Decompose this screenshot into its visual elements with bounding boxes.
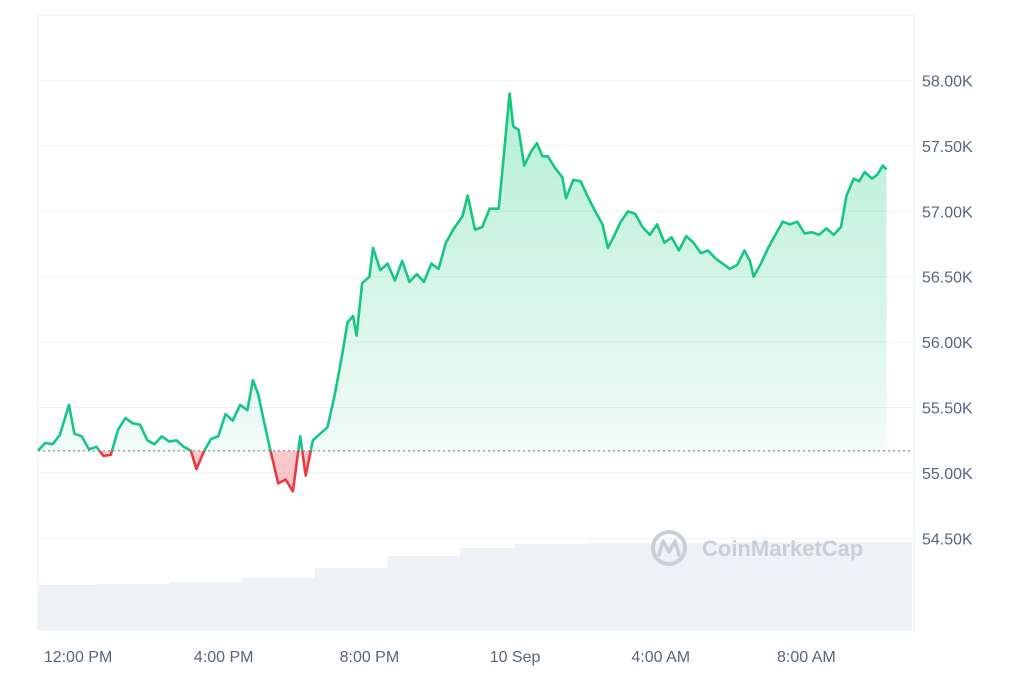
y-tick-label: 55.50K: [922, 401, 973, 418]
x-tick-label: 12:00 PM: [44, 649, 112, 666]
volume-fill: [38, 540, 912, 630]
x-tick-label: 8:00 AM: [777, 649, 836, 666]
price-area-up: [38, 93, 887, 451]
y-tick-label: 57.50K: [922, 139, 973, 156]
y-tick-label: 56.00K: [922, 335, 973, 352]
coinmarketcap-logo-icon: [651, 530, 687, 566]
y-tick-label: 54.50K: [922, 531, 973, 548]
x-tick-label: 10 Sep: [490, 649, 541, 666]
x-tick-label: 8:00 PM: [340, 649, 400, 666]
y-tick-label: 55.00K: [922, 466, 973, 483]
x-tick-label: 4:00 PM: [194, 649, 254, 666]
y-tick-label: 58.00K: [922, 73, 973, 90]
x-axis: 12:00 PM 4:00 PM 8:00 PM 10 Sep 4:00 AM 8:00 …: [44, 649, 836, 666]
x-tick-label: 4:00 AM: [631, 649, 690, 666]
y-tick-label: 57.00K: [922, 204, 973, 221]
watermark-text: CoinMarketCap: [702, 536, 863, 561]
y-tick-label: 56.50K: [922, 270, 973, 287]
price-line-up: [37, 92, 888, 451]
watermark: CoinMarketCap: [651, 530, 863, 566]
price-area-down: [99, 450, 311, 492]
y-axis: 54.50K 55.00K 55.50K 56.00K 56.50K 57.00K 57.5…: [922, 73, 973, 548]
volume-area: [38, 540, 912, 630]
price-lines: [37, 92, 888, 493]
price-areas: [38, 93, 887, 492]
